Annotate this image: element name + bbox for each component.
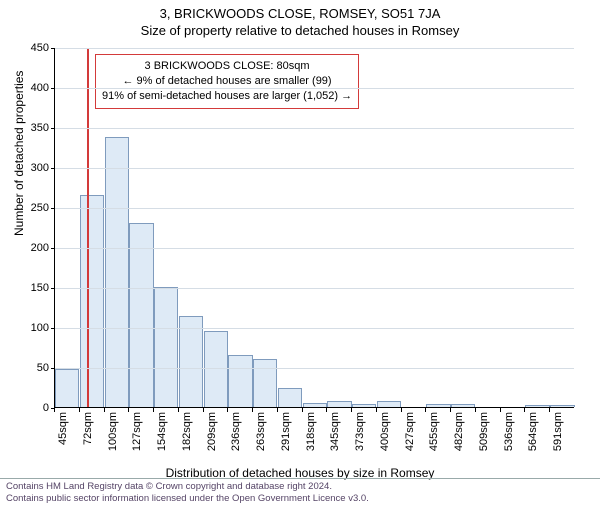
x-tick-label: 373sqm — [354, 412, 366, 451]
x-tick-mark — [500, 408, 501, 412]
x-tick-mark — [351, 408, 352, 412]
y-tick-mark — [51, 88, 55, 89]
x-tick-mark — [450, 408, 451, 412]
x-tick-mark — [549, 408, 550, 412]
gridline-horizontal — [55, 208, 574, 209]
x-tick-label: 591sqm — [552, 412, 564, 451]
x-tick-mark — [153, 408, 154, 412]
x-tick-mark — [524, 408, 525, 412]
x-tick-mark — [104, 408, 105, 412]
footer-attribution: Contains HM Land Registry data © Crown c… — [0, 478, 600, 504]
histogram-bar — [303, 403, 327, 407]
histogram-bar — [426, 404, 450, 407]
annotation-line: 3 BRICKWOODS CLOSE: 80sqm — [102, 59, 352, 74]
y-axis-label: Number of detached properties — [12, 71, 26, 236]
x-tick-label: 263sqm — [255, 412, 267, 451]
plot-frame: 3 BRICKWOODS CLOSE: 80sqm ← 9% of detach… — [54, 48, 574, 408]
x-tick-mark — [178, 408, 179, 412]
x-tick-mark — [326, 408, 327, 412]
y-tick-mark — [51, 368, 55, 369]
x-tick-label: 345sqm — [329, 412, 341, 451]
histogram-bar — [129, 223, 153, 407]
gridline-horizontal — [55, 88, 574, 89]
x-tick-label: 127sqm — [131, 412, 143, 451]
gridline-horizontal — [55, 248, 574, 249]
histogram-bar — [352, 404, 376, 407]
x-tick-label: 291sqm — [280, 412, 292, 451]
x-tick-mark — [425, 408, 426, 412]
y-tick-mark — [51, 168, 55, 169]
x-tick-mark — [277, 408, 278, 412]
y-tick-mark — [51, 328, 55, 329]
x-tick-label: 72sqm — [82, 412, 94, 445]
x-tick-mark — [252, 408, 253, 412]
gridline-horizontal — [55, 168, 574, 169]
chart-plot-area: 3 BRICKWOODS CLOSE: 80sqm ← 9% of detach… — [54, 48, 574, 408]
y-tick-mark — [51, 208, 55, 209]
x-tick-mark — [227, 408, 228, 412]
x-tick-mark — [79, 408, 80, 412]
x-tick-mark — [54, 408, 55, 412]
x-tick-mark — [401, 408, 402, 412]
histogram-bar — [204, 331, 228, 407]
x-tick-label: 100sqm — [107, 412, 119, 451]
x-tick-mark — [475, 408, 476, 412]
x-tick-label: 536sqm — [503, 412, 515, 451]
x-tick-label: 182sqm — [181, 412, 193, 451]
x-tick-label: 318sqm — [305, 412, 317, 451]
x-tick-label: 236sqm — [230, 412, 242, 451]
histogram-bar — [278, 388, 302, 407]
x-tick-mark — [376, 408, 377, 412]
histogram-bar — [55, 369, 79, 407]
y-tick-mark — [51, 248, 55, 249]
page-title-line2: Size of property relative to detached ho… — [0, 23, 600, 38]
annotation-box: 3 BRICKWOODS CLOSE: 80sqm ← 9% of detach… — [95, 54, 359, 109]
annotation-line: 91% of semi-detached houses are larger (… — [102, 89, 352, 104]
x-ticks-layer: 45sqm 72sqm 100sqm 127sqm 154sqm 182sqm 209sqm… — [54, 408, 574, 468]
x-tick-mark — [203, 408, 204, 412]
histogram-bar — [80, 195, 104, 407]
histogram-bar — [327, 401, 351, 407]
histogram-bar — [377, 401, 401, 407]
x-tick-mark — [302, 408, 303, 412]
gridline-horizontal — [55, 328, 574, 329]
x-tick-label: 400sqm — [379, 412, 391, 451]
gridline-horizontal — [55, 368, 574, 369]
x-tick-label: 455sqm — [428, 412, 440, 451]
y-tick-mark — [51, 128, 55, 129]
histogram-bar — [228, 355, 252, 407]
y-tick-mark — [51, 48, 55, 49]
gridline-horizontal — [55, 128, 574, 129]
y-tick-mark — [51, 288, 55, 289]
x-tick-label: 427sqm — [404, 412, 416, 451]
histogram-bar — [105, 137, 129, 407]
x-tick-label: 509sqm — [478, 412, 490, 451]
histogram-bar — [525, 405, 549, 407]
histogram-bar — [179, 316, 203, 407]
page-title-line1: 3, BRICKWOODS CLOSE, ROMSEY, SO51 7JA — [0, 6, 600, 21]
histogram-bar — [253, 359, 277, 407]
gridline-horizontal — [55, 48, 574, 49]
x-tick-label: 209sqm — [206, 412, 218, 451]
reference-marker-line — [87, 48, 89, 407]
x-tick-label: 154sqm — [156, 412, 168, 451]
x-tick-label: 482sqm — [453, 412, 465, 451]
histogram-bar — [550, 405, 574, 407]
footer-line: Contains HM Land Registry data © Crown c… — [6, 481, 594, 492]
x-tick-label: 564sqm — [527, 412, 539, 451]
histogram-bar — [154, 287, 178, 407]
x-tick-mark — [128, 408, 129, 412]
histogram-bar — [451, 404, 475, 407]
annotation-line: ← 9% of detached houses are smaller (99) — [102, 74, 352, 89]
footer-line: Contains public sector information licen… — [6, 493, 594, 504]
x-tick-label: 45sqm — [57, 412, 69, 445]
gridline-horizontal — [55, 288, 574, 289]
